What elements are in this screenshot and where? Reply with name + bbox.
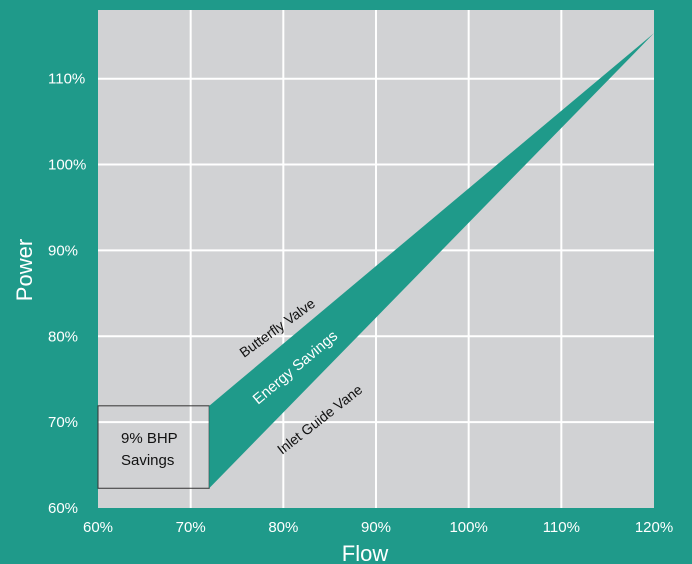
x-tick-label: 120% — [635, 519, 673, 536]
x-tick-label: 70% — [176, 519, 206, 536]
x-tick-label: 110% — [543, 519, 580, 536]
x-tick-labels: 60% 70% 80% 90% 100% 110% 120% — [83, 519, 673, 536]
x-axis-title: Flow — [342, 541, 389, 564]
y-axis-title: Power — [12, 239, 37, 301]
x-tick-label: 90% — [361, 519, 391, 536]
x-tick-label: 100% — [449, 519, 487, 536]
y-tick-labels: 60% 70% 80% 90% 100% 110% — [48, 71, 86, 517]
y-tick-label: 100% — [48, 157, 86, 174]
savings-box-line-2: Savings — [121, 452, 174, 469]
grid — [98, 10, 654, 508]
y-tick-label: 110% — [48, 71, 85, 88]
y-tick-label: 90% — [48, 242, 78, 259]
x-tick-label: 60% — [83, 519, 113, 536]
savings-box-line-1: 9% BHP — [121, 430, 178, 447]
y-tick-label: 60% — [48, 500, 78, 517]
energy-savings-band — [209, 33, 654, 489]
y-tick-label: 80% — [48, 328, 78, 345]
x-tick-label: 80% — [268, 519, 298, 536]
y-tick-label: 70% — [48, 414, 78, 431]
